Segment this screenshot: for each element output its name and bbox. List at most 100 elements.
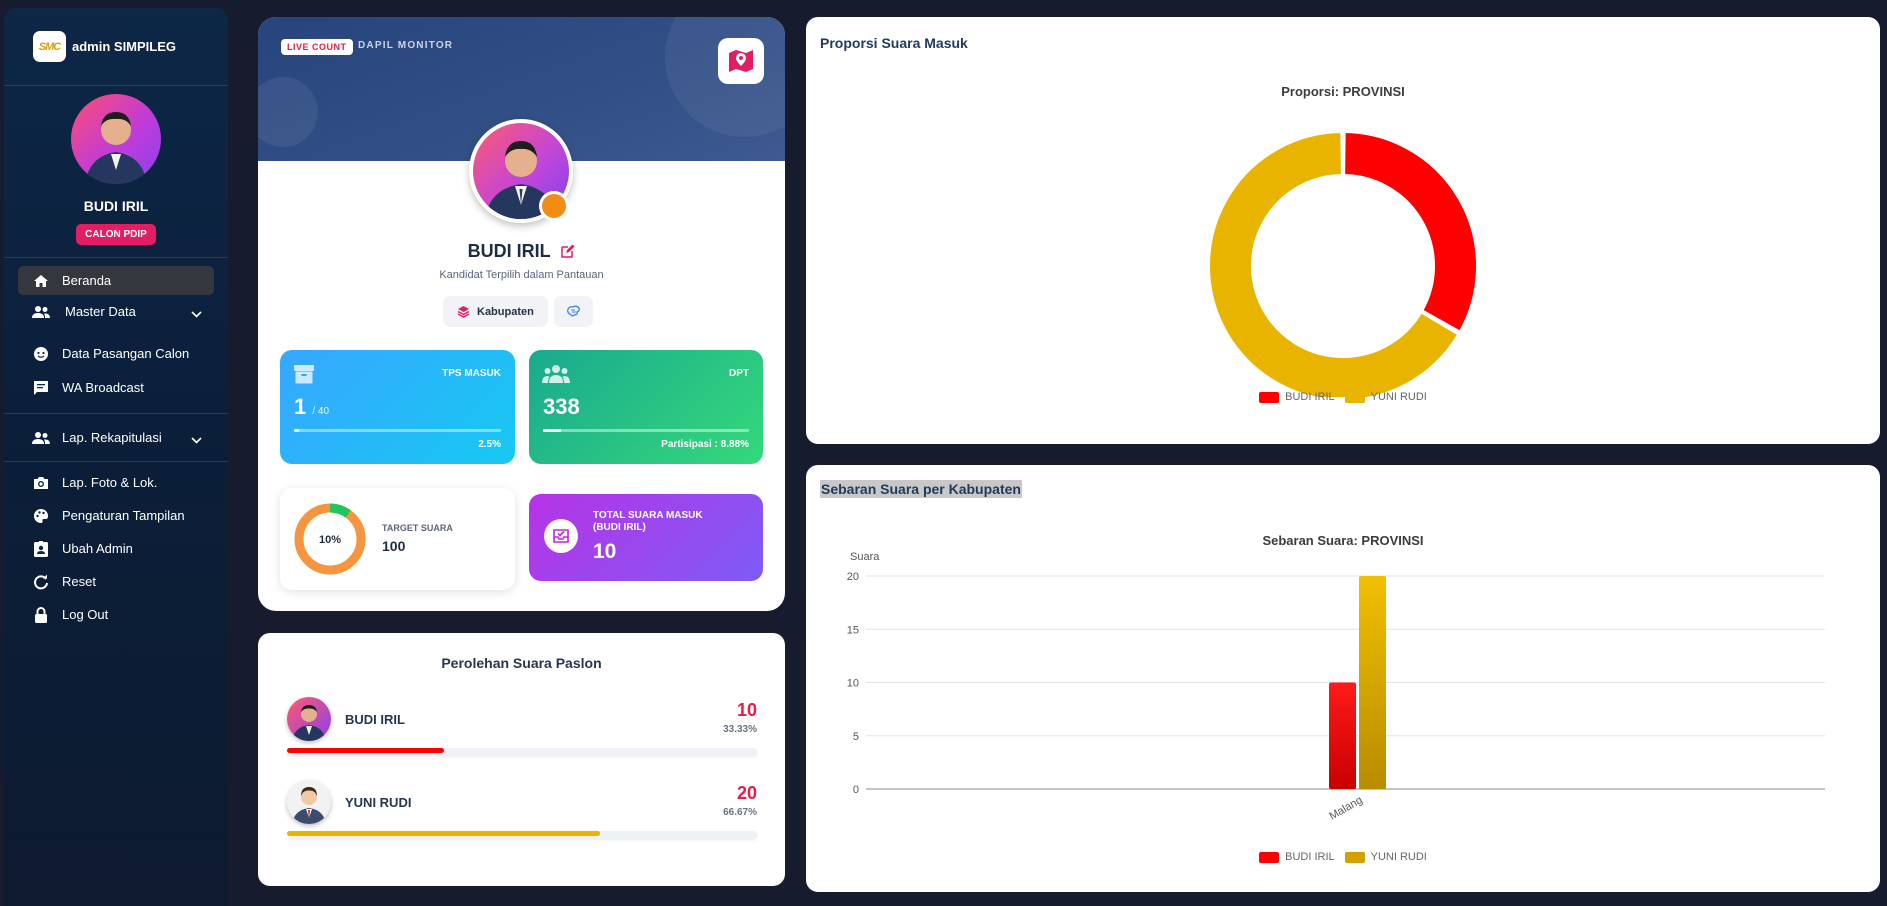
chat-icon: [32, 379, 50, 397]
user-badge-icon: [32, 540, 50, 558]
nav-label: Ubah Admin: [62, 541, 133, 556]
perolehan-suara-title: Perolehan Suara Paslon: [441, 655, 602, 671]
candidate-row: BUDI IRIL 10 33.33%: [287, 697, 757, 757]
dpt-progress-fill: [543, 429, 562, 432]
nav-reset[interactable]: Reset: [18, 567, 214, 596]
nav-label: Log Out: [62, 607, 109, 622]
legend-item[interactable]: YUNI RUDI: [1344, 391, 1427, 403]
kabupaten-chip[interactable]: Kabupaten: [443, 296, 548, 327]
dpt-card: DPT 338 Partisipasi : 8.88%: [529, 350, 763, 464]
legend-item[interactable]: YUNI RUDI: [1344, 851, 1427, 863]
sebaran-suara-card: Sebaran Suara per Kabupaten Sebaran Suar…: [806, 465, 1880, 892]
x-tick-label: Malang: [1327, 794, 1364, 822]
pie-chart-title: Proporsi: PROVINSI: [1281, 84, 1405, 99]
map-button[interactable]: [718, 38, 764, 84]
target-progress-ring: 10%: [294, 503, 366, 575]
total-suara-value: 10: [593, 540, 617, 563]
total-suara-card: TOTAL SUARA MASUK (BUDI IRIL) 10: [529, 494, 763, 581]
y-tick-label: 15: [847, 624, 859, 636]
proporsi-suara-card: Proporsi Suara Masuk Proporsi: PROVINSI …: [806, 17, 1880, 444]
tps-masuk-card: TPS MASUK 1 / 40 2.5%: [280, 350, 515, 464]
pie-legend: BUDI IRIL YUNI RUDI: [806, 391, 1880, 403]
online-status-dot: [539, 191, 569, 221]
pie-slice[interactable]: [1343, 131, 1478, 333]
candidate-share-fill: [287, 831, 601, 836]
legend-label: BUDI IRIL: [1285, 851, 1335, 863]
sidebar-avatar: [71, 94, 161, 184]
candidate-name: BUDI IRIL: [467, 241, 551, 261]
bar-legend: BUDI IRIL YUNI RUDI: [806, 851, 1880, 863]
map-pin-icon: [729, 50, 753, 72]
target-label: TARGET SUARA: [382, 523, 453, 533]
nav-lap-rekapitulasi[interactable]: Lap. Rekapitulasi: [18, 423, 214, 452]
nav-label: Beranda: [62, 273, 112, 288]
pie-slice[interactable]: [1208, 131, 1460, 397]
nav-label: Master Data: [65, 304, 136, 319]
candidate-avatar: [287, 697, 331, 741]
kabupaten-chip-label: Kabupaten: [477, 305, 534, 318]
target-suara-card: 10% TARGET SUARA 100: [280, 488, 515, 590]
sidebar-profile-name: BUDI IRIL: [83, 198, 149, 214]
tps-percent: 2.5%: [478, 439, 501, 450]
brand[interactable]: SMC admin SIMPILEG: [4, 8, 228, 86]
bar[interactable]: [1359, 576, 1386, 789]
banner-decoration: [258, 77, 318, 147]
lock-icon: [32, 606, 50, 624]
tps-total: / 40: [312, 406, 330, 417]
nav-log-out[interactable]: Log Out: [18, 600, 214, 629]
tps-value: 1 / 40: [294, 394, 329, 420]
candidate-percent: 66.67%: [723, 807, 757, 818]
candidate-share-bar: [287, 831, 757, 838]
donut-chart: [1208, 131, 1478, 397]
legend-label: BUDI IRIL: [1285, 391, 1335, 403]
legend-swatch: [1259, 851, 1280, 863]
tps-progress-fill: [294, 429, 300, 432]
brand-name: admin SIMPILEG: [72, 39, 177, 54]
layers-icon: [457, 306, 470, 318]
nav-label: Reset: [62, 574, 96, 589]
candidate-votes: 20: [736, 783, 757, 803]
person-icon: [292, 705, 326, 741]
box-icon: [293, 364, 315, 389]
nav-data-pasangan-calon[interactable]: Data Pasangan Calon: [18, 339, 214, 368]
nav-beranda[interactable]: Beranda: [18, 266, 214, 295]
candidate-share-fill: [287, 748, 444, 753]
y-tick-label: 20: [847, 571, 859, 583]
live-count-badge: LIVE COUNT: [281, 39, 353, 55]
section-label: DAPIL MONITOR: [358, 40, 454, 51]
legend-swatch: [1259, 391, 1280, 403]
legend-item[interactable]: BUDI IRIL: [1259, 391, 1335, 403]
nav-lap-foto-lok[interactable]: Lap. Foto & Lok.: [18, 468, 214, 497]
camera-icon: [32, 474, 50, 492]
person-icon: [292, 787, 326, 824]
proporsi-heading: Proporsi Suara Masuk: [820, 35, 968, 51]
y-tick-label: 10: [847, 678, 859, 690]
y-tick-label: 5: [853, 731, 859, 743]
nav-wa-broadcast[interactable]: WA Broadcast: [18, 373, 214, 402]
y-tick-label: 0: [853, 784, 859, 796]
nav-divider: [4, 461, 228, 462]
profile-banner: LIVE COUNT DAPIL MONITOR: [258, 17, 785, 161]
edit-icon[interactable]: [561, 242, 575, 263]
refresh-icon: [32, 573, 50, 591]
legend-swatch: [1344, 391, 1365, 403]
nav-label: Lap. Rekapitulasi: [62, 430, 162, 445]
candidate-avatar: [287, 780, 331, 824]
nav-ubah-admin[interactable]: Ubah Admin: [18, 534, 214, 563]
nav-master-data[interactable]: Master Data: [18, 297, 214, 326]
total-suara-label: TOTAL SUARA MASUK (BUDI IRIL): [593, 510, 703, 533]
users-icon: [32, 429, 50, 447]
tps-count: 1: [294, 394, 307, 419]
bar[interactable]: [1329, 682, 1356, 790]
home-icon: [32, 272, 50, 290]
target-ring-label: 10%: [319, 534, 341, 546]
nav-divider: [4, 413, 228, 414]
tps-label: TPS MASUK: [442, 368, 501, 379]
face-icon: [32, 345, 50, 363]
candidate-name: BUDI IRIL: [345, 712, 405, 727]
sidebar-profile: BUDI IRIL CALON PDIP: [4, 86, 228, 258]
legend-item[interactable]: BUDI IRIL: [1259, 851, 1335, 863]
map-type-chip[interactable]: [553, 296, 593, 327]
dpt-value: 338: [543, 394, 580, 419]
nav-pengaturan-tampilan[interactable]: Pengaturan Tampilan: [18, 501, 214, 530]
